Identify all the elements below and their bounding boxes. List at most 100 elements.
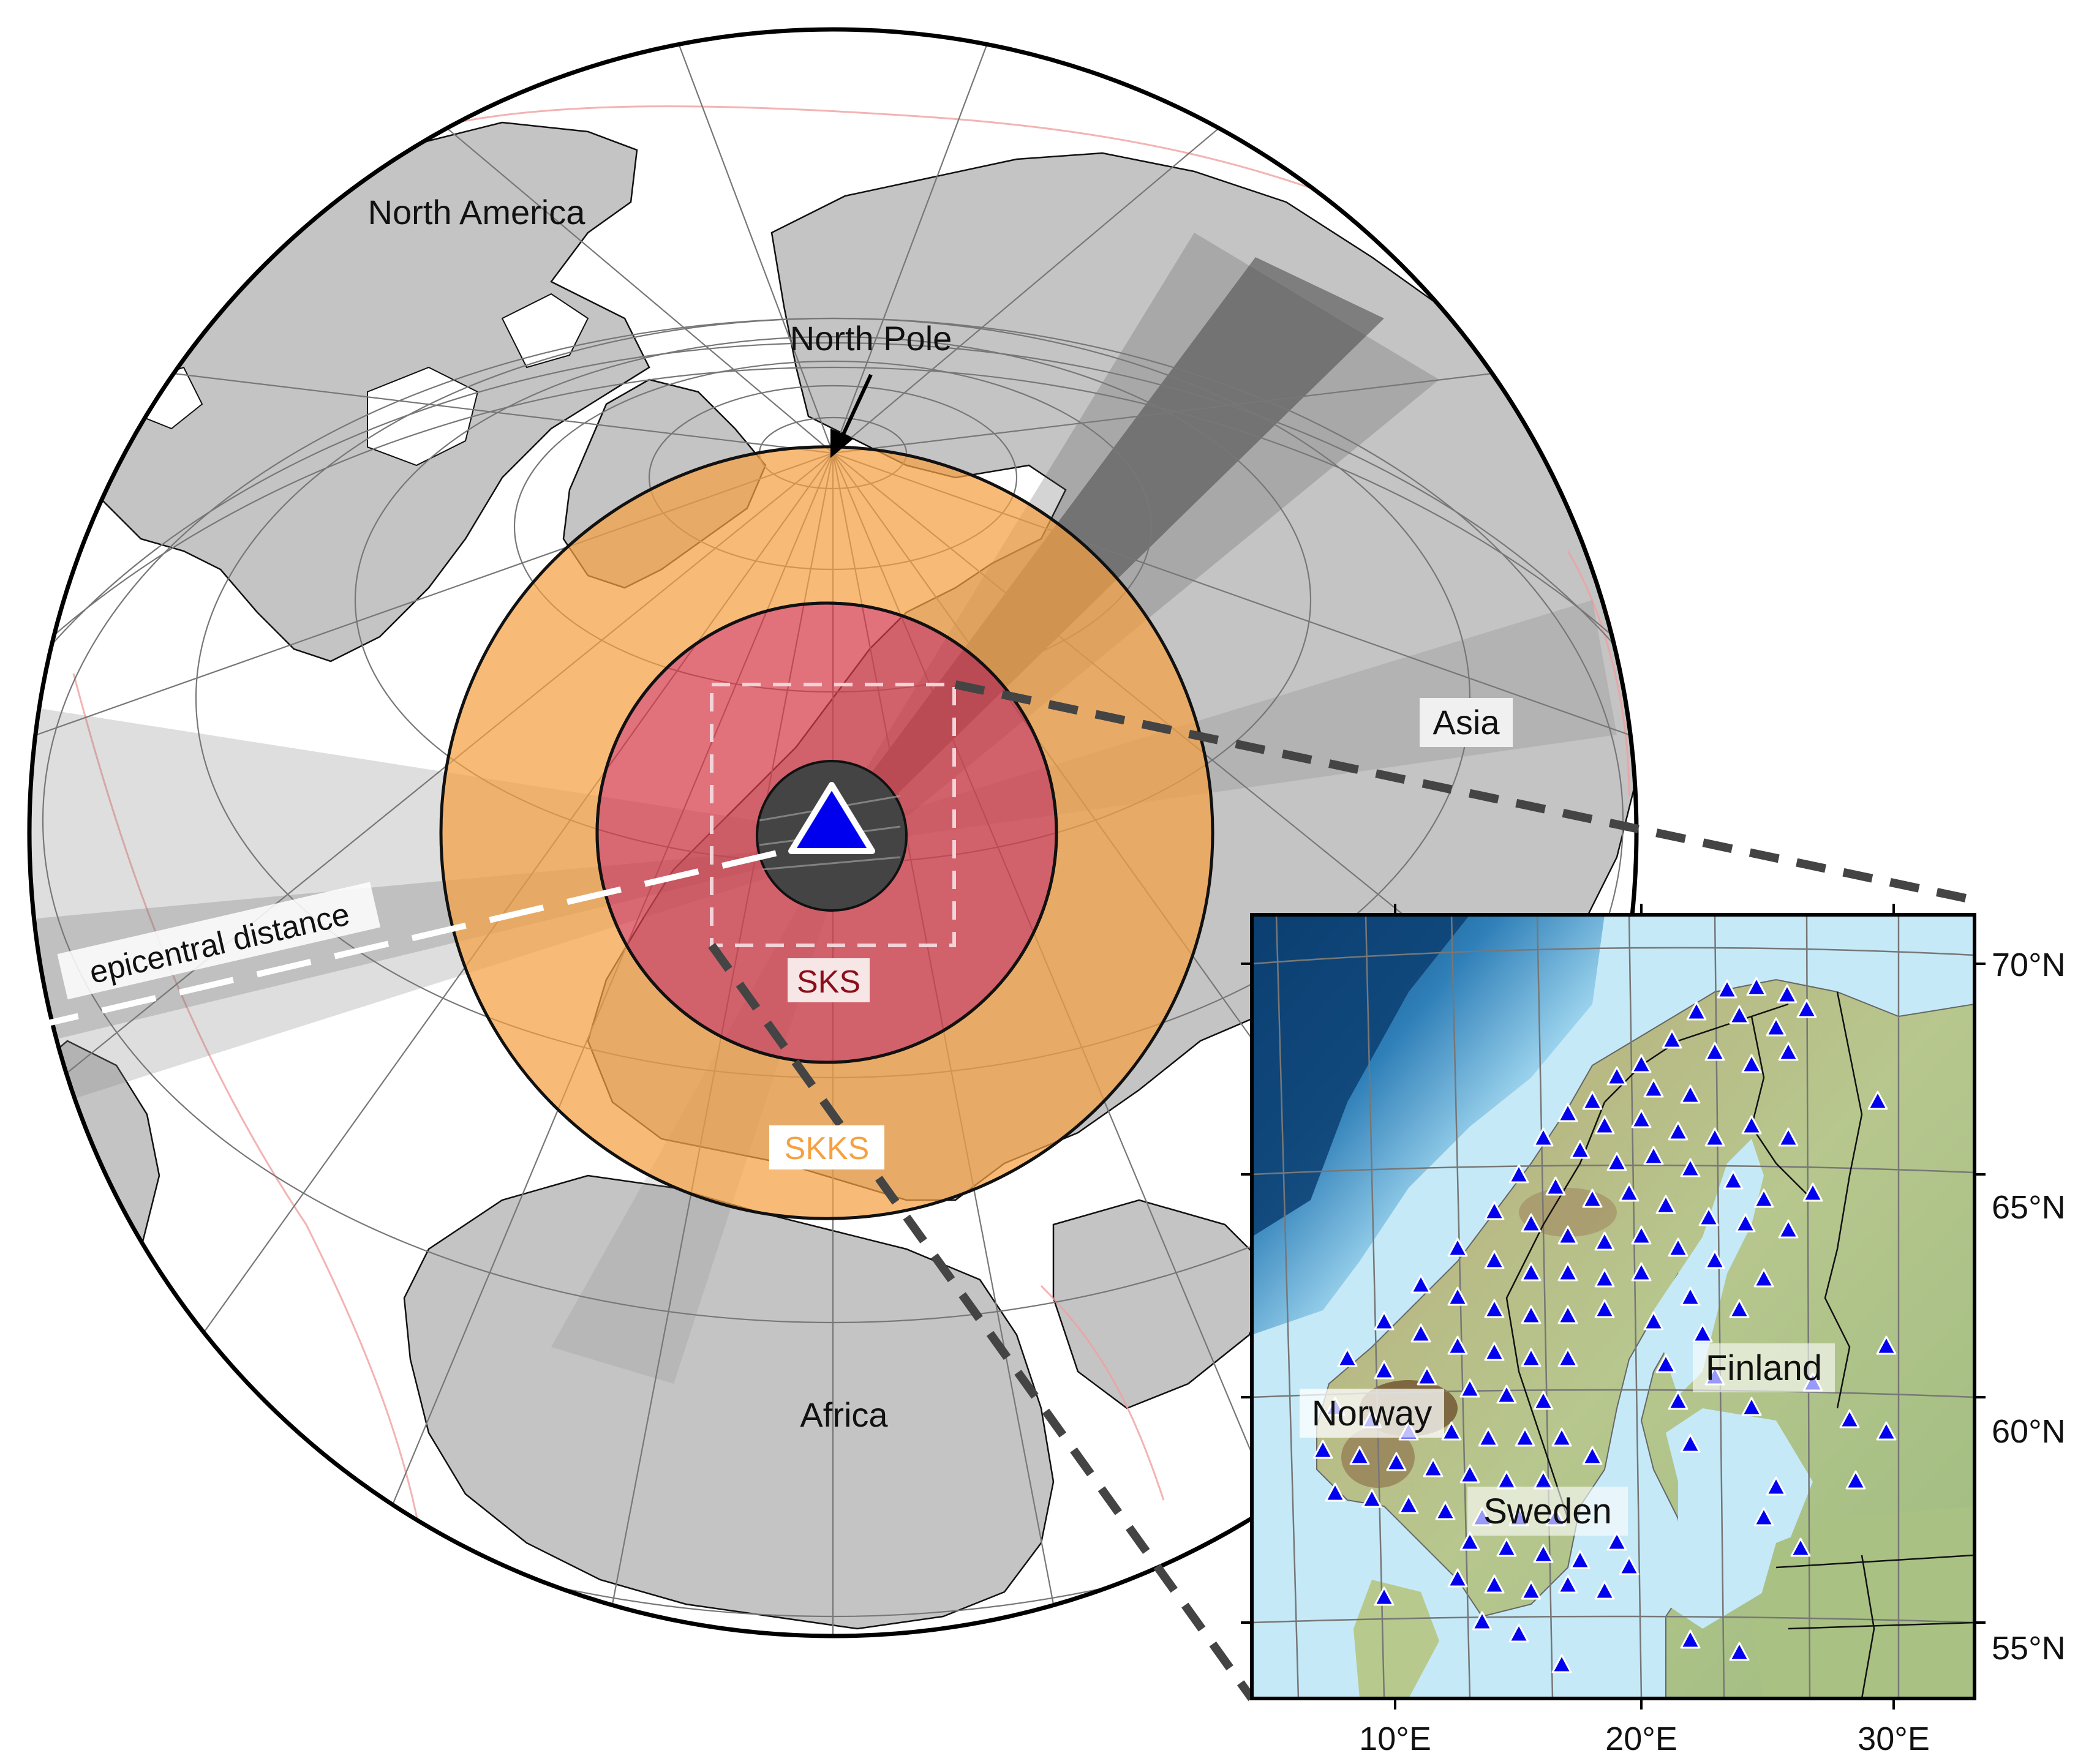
seismic-station-triangle [1570,1139,1591,1159]
seismic-station-triangle [1741,1054,1762,1073]
seismic-station-triangle [1753,1268,1774,1288]
seismic-station-triangle [1680,1158,1701,1177]
inset-map: Norway Sweden Finland 70°N 65°N 60°N 55°… [1241,904,2066,1757]
seismic-station-triangle [1484,1574,1505,1594]
seismic-station-triangle [1668,1121,1689,1141]
seismic-station-triangle [1557,1574,1578,1594]
inset-extent-box [710,683,956,947]
seismic-station-triangle [1680,1629,1701,1649]
inset-frame [1250,913,1976,1700]
seismic-station-triangle [1680,1286,1701,1306]
seismic-station-triangle [1594,1268,1615,1288]
seismic-station-triangle [1557,1348,1578,1367]
seismic-station-triangle [1582,1188,1603,1208]
seismic-station-triangle [1361,1488,1382,1508]
seismic-station-triangle [1631,1054,1652,1073]
label-skks: SKKS [785,1131,870,1166]
seismic-station-triangle [1766,1017,1786,1037]
seismic-station-triangle [1729,1642,1750,1661]
seismic-station-triangle [1521,1262,1542,1282]
seismic-station-triangle [1686,1001,1707,1021]
seismic-station-triangle [1478,1427,1499,1447]
asia-label-box [1420,698,1513,747]
seismic-station-triangle [1594,1115,1615,1135]
label-africa: Africa [800,1395,888,1434]
seismic-station-triangle [1515,1427,1535,1447]
epicentral-distance-line [23,842,813,1032]
seismic-station-triangle [1619,1556,1640,1575]
seismic-station-triangle [1545,1176,1566,1196]
seismic-station-triangle [1325,1482,1346,1502]
seismic-station-triangle [1447,1237,1468,1257]
label-sks: SKS [797,964,860,1000]
seismic-station-triangle [1692,1323,1713,1343]
sweden-label-box [1467,1487,1628,1536]
seismic-station-triangle [1680,1084,1701,1104]
seismic-station-triangle [1410,1274,1431,1294]
lon-tick-10: 10°E [1359,1721,1431,1757]
seismic-station-triangle [1778,1127,1799,1147]
seismic-station-triangle [1704,1127,1725,1147]
seismic-station-triangle [1668,1391,1689,1410]
seismic-station-triangle [1631,1225,1652,1245]
label-asia: Asia [1433,703,1500,741]
seismic-station-triangle [1459,1464,1480,1484]
lat-tick-65: 65°N [1992,1189,2066,1226]
seismic-station-triangle [1557,1225,1578,1245]
seismic-station-triangle [1680,1433,1701,1453]
seismic-station-triangle [1557,1103,1578,1122]
arabia-landmass [1052,1199,1275,1409]
seismic-station-triangle [1496,1537,1517,1557]
label-north-pole: North Pole [790,319,952,358]
seismic-station-triangle [1717,979,1737,999]
seismic-station-triangle [1374,1311,1395,1331]
seismic-station-triangle [1698,1207,1719,1226]
label-norway: Norway [1312,1394,1433,1433]
seismic-station-triangle [1606,1152,1627,1171]
norway-label-box [1300,1389,1444,1438]
seismic-station-triangle [1746,977,1767,996]
seismic-station-triangle [1398,1495,1419,1514]
seismic-station-triangle [1735,1213,1756,1233]
seismic-station-triangle [1508,1623,1529,1643]
inset-connector-lines [708,680,1976,1702]
sks-label-box [788,958,870,1002]
lat-tick-70: 70°N [1992,947,2066,983]
seismic-station-triangle [1447,1335,1468,1355]
seismic-station-triangle [1521,1580,1542,1600]
seismic-station-triangle [1741,1115,1762,1135]
seismic-station-triangle [1551,1427,1572,1447]
skks-label-box [769,1125,884,1169]
seismic-station-triangle [1521,1213,1542,1233]
seismic-station-triangle [1472,1611,1493,1631]
seismic-station-triangle [1668,1237,1689,1257]
seismic-station-triangle [1753,1188,1774,1208]
seismic-station-triangle [1723,1170,1744,1190]
seismic-station-triangle [1484,1342,1505,1361]
seismic-station-triangle [1778,1042,1799,1061]
seismic-station-triangle [1447,1568,1468,1588]
seismic-station-triangle [1606,1066,1627,1086]
lon-tick-30: 30°E [1858,1721,1930,1757]
seismic-station-triangle [1594,1299,1615,1318]
seismic-station-triangle [1484,1201,1505,1220]
seismic-station-triangle [1631,1109,1652,1128]
seismic-station-triangle [1796,999,1817,1018]
seismic-station-triangle [1582,1090,1603,1110]
label-finland: Finland [1706,1348,1822,1388]
seismic-station-triangle [1533,1544,1554,1563]
lat-tick-55: 55°N [1992,1630,2066,1667]
seismic-station-triangle [1753,1507,1774,1526]
seismic-station-triangle [1790,1537,1811,1557]
finland-label-box [1693,1343,1835,1392]
seismic-station-triangle [1643,1078,1664,1098]
seismic-station-triangle [1557,1305,1578,1324]
seismic-station-triangle [1551,1654,1572,1673]
seismic-station-triangle [1521,1348,1542,1367]
denmark-landmass [1353,1580,1439,1698]
seismic-station-triangle [1845,1470,1866,1490]
inset-labels: Norway Sweden Finland 70°N 65°N 60°N 55°… [1300,947,2066,1757]
seismic-station-triangle [1876,1421,1897,1441]
seismic-station-triangle [1484,1299,1505,1318]
seismic-station-triangle [1459,1378,1480,1398]
